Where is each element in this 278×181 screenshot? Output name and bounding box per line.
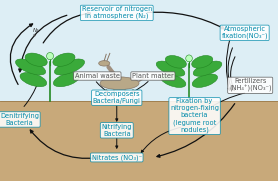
Ellipse shape [53,53,75,66]
Ellipse shape [47,52,53,60]
Ellipse shape [193,61,222,76]
Text: Nitrates (NO₃)⁻: Nitrates (NO₃)⁻ [92,154,142,161]
Text: Atmospheric
fixation(NO₃⁻): Atmospheric fixation(NO₃⁻) [221,26,268,39]
Text: Fixation by
nitrogen-fixing
bacteria
(legume root
nodules): Fixation by nitrogen-fixing bacteria (le… [170,98,219,133]
Text: N₂: N₂ [33,28,39,33]
Ellipse shape [20,73,47,87]
Text: Animal waste: Animal waste [75,73,120,79]
Text: Nitrifying
Bacteria: Nitrifying Bacteria [101,124,132,137]
Text: Reservoir of nitrogen
in atmosphere (N₂): Reservoir of nitrogen in atmosphere (N₂) [81,6,152,19]
Text: Fertilizers
(NH₄⁺)(NO₃⁻): Fertilizers (NH₄⁺)(NO₃⁻) [229,78,272,92]
Ellipse shape [99,61,110,66]
Ellipse shape [156,61,185,76]
Text: Denitrifying
Bacteria: Denitrifying Bacteria [0,113,39,126]
Ellipse shape [160,74,186,87]
Ellipse shape [192,74,218,87]
Text: ⚡: ⚡ [31,33,36,39]
Ellipse shape [192,56,213,68]
Text: Plant matter: Plant matter [132,73,174,79]
Ellipse shape [54,59,85,75]
Ellipse shape [25,53,47,66]
Text: Decomposers
Bacteria/Fungi: Decomposers Bacteria/Fungi [93,91,141,104]
Ellipse shape [53,73,80,87]
Ellipse shape [186,55,192,62]
Ellipse shape [165,56,186,68]
Bar [0,101,278,181]
Ellipse shape [100,77,139,90]
Ellipse shape [16,59,46,75]
